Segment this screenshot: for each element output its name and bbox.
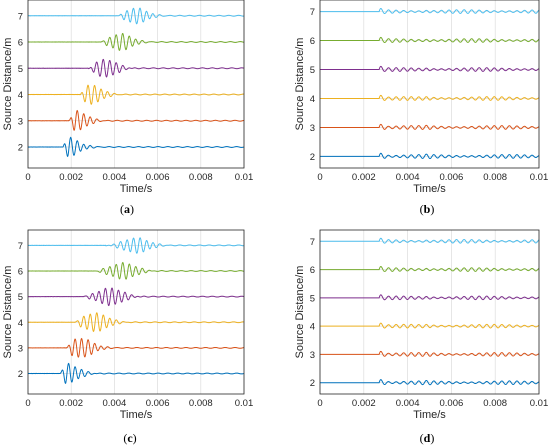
axes-frame [27,229,245,395]
y-tick-label: 6 [310,265,315,276]
trace-4m [27,312,245,333]
x-tick-label: 0 [317,398,322,409]
x-axis-label: Time/s [120,183,153,195]
y-tick-label: 7 [18,11,23,22]
plot-area [320,0,539,168]
y-tick-label: 2 [310,378,315,389]
trace-4m [27,84,245,105]
y-tick-label: 5 [310,293,315,304]
trace-7m [27,237,245,254]
y-tick-label: 6 [18,267,23,278]
y-tick-label: 3 [18,116,23,127]
panel-label-d: (d) [420,431,435,445]
x-tick-label: 0.004 [103,398,127,409]
axes-frame [27,0,245,169]
x-tick-label: 0.01 [235,172,254,183]
x-tick-label: 0.002 [352,398,376,409]
panel-3: 0 0.002 0.004 0.006 0.008 0.01 2 3 4 5 6 7 Time/s Sou… [2,229,254,421]
trace-2m [27,362,245,385]
x-tick-label: 0 [317,172,322,183]
plot-area [28,230,244,394]
trace-2m [27,136,245,158]
y-axis-label: Source Distance/m [2,266,14,359]
y-tick-label: 5 [18,292,23,303]
plot-area [28,0,244,168]
y-tick-label: 2 [310,152,315,163]
trace-2m [320,152,540,160]
x-axis-label: Time/s [413,183,446,195]
trace-6m [320,266,540,272]
x-tick-label: 0.006 [146,398,170,409]
trace-5m [27,287,245,307]
y-axis-label: Source Distance/m [294,38,306,131]
y-tick-label: 4 [310,94,315,105]
x-tick-label: 0.01 [235,398,254,409]
trace-7m [27,7,245,25]
trace-3m [320,350,540,357]
y-tick-label: 4 [18,90,23,101]
y-tick-label: 7 [310,7,315,18]
plot-area [320,230,539,394]
trace-3m [27,109,245,131]
trace-7m [320,7,540,14]
panels-group: 0 0.002 0.004 0.006 0.008 0.01 2 3 4 5 6 7 Time/s Sou… [2,0,548,421]
x-tick-label: 0.004 [396,398,420,409]
x-tick-label: 0.002 [352,172,376,183]
trace-6m [27,261,245,280]
x-tick-label: 0.008 [189,398,213,409]
panel-1: 0 0.002 0.004 0.006 0.008 0.01 2 3 4 5 6 7 Time/s Sou… [2,0,253,195]
axes-frame [319,229,540,395]
x-tick-label: 0.008 [483,398,507,409]
trace-7m [320,237,540,244]
x-tick-label: 0.01 [530,172,549,183]
trace-4m [320,322,540,329]
y-tick-label: 3 [310,350,315,361]
trace-6m [320,36,540,43]
y-axis-label: Source Distance/m [294,266,306,359]
trace-5m [320,294,540,301]
y-tick-label: 2 [18,369,23,380]
x-axis-label: Time/s [120,409,153,421]
trace-3m [320,123,540,130]
x-tick-label: 0 [25,398,30,409]
x-tick-label: 0.008 [483,172,507,183]
panel-4: 0 0.002 0.004 0.006 0.008 0.01 2 3 4 5 6 7 Time/s Sou… [294,229,549,421]
y-tick-label: 3 [18,343,23,354]
x-tick-label: 0.006 [440,398,464,409]
x-tick-label: 0.004 [103,172,127,183]
panel-label-a: (a) [120,202,134,216]
x-tick-label: 0.01 [530,398,549,409]
x-tick-label: 0.002 [59,398,83,409]
trace-4m [320,94,540,101]
y-tick-label: 5 [18,64,23,75]
panel-label-b: (b) [420,202,435,216]
x-tick-label: 0.002 [59,172,83,183]
trace-5m [320,65,540,72]
trace-5m [27,58,245,78]
panel-2: 0 0.002 0.004 0.006 0.008 0.01 2 3 4 5 6 7 Time/s Sou… [294,0,548,195]
x-axis-label: Time/s [413,409,446,421]
y-tick-label: 6 [18,38,23,49]
y-tick-label: 3 [310,123,315,134]
x-tick-label: 0 [25,172,30,183]
x-tick-label: 0.004 [396,172,420,183]
y-tick-label: 6 [310,36,315,47]
y-tick-label: 2 [18,143,23,154]
x-tick-label: 0.008 [189,172,213,183]
y-tick-label: 5 [310,65,315,76]
y-tick-label: 7 [18,241,23,252]
x-tick-label: 0.006 [440,172,464,183]
trace-2m [320,379,540,386]
y-tick-label: 4 [18,318,23,329]
trace-3m [27,337,245,358]
x-tick-label: 0.006 [146,172,170,183]
trace-6m [27,32,245,52]
y-tick-label: 4 [310,322,315,333]
panel-label-c: (c) [123,431,136,445]
y-axis-label: Source Distance/m [2,38,14,131]
axes-frame [319,0,540,169]
y-tick-label: 7 [310,237,315,248]
